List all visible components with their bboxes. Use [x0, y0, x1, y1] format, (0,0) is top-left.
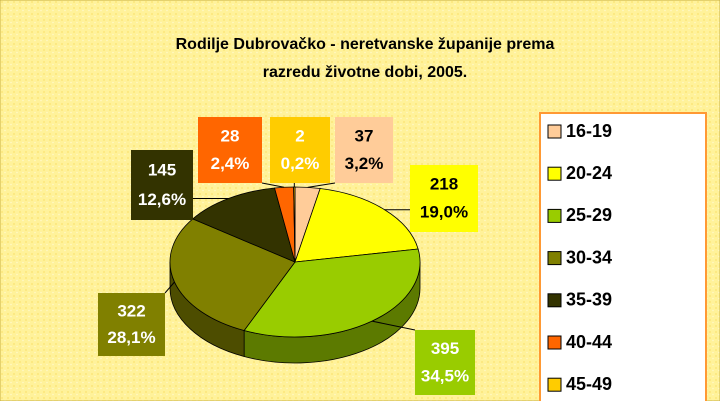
data-label: 218 [430, 175, 458, 194]
chart-title: Rodilje Dubrovačko - neretvanske županij… [176, 36, 555, 53]
legend-swatch [547, 335, 562, 350]
legend-label: 40-44 [566, 332, 612, 352]
data-label-box [198, 117, 262, 183]
legend-swatch [547, 166, 562, 181]
data-label: 34,5% [421, 366, 469, 385]
slice [243, 248, 421, 338]
data-label-box [335, 117, 393, 183]
slice [293, 186, 296, 263]
data-label-box [415, 330, 475, 395]
leader-line [371, 320, 416, 331]
data-label-box [270, 117, 330, 183]
data-label: 19,0% [420, 203, 468, 222]
data-label: 395 [431, 339, 459, 358]
legend-box [539, 112, 707, 401]
legend-swatch [547, 208, 562, 223]
slice [191, 187, 296, 263]
legend-swatch [547, 377, 562, 392]
data-label-box [131, 150, 193, 220]
data-label: 3,2% [345, 154, 384, 173]
data-label-box [410, 165, 478, 232]
legend-label: 30-34 [566, 247, 612, 267]
legend-label: 20-24 [566, 163, 612, 183]
data-label: 28 [221, 126, 240, 145]
legend-swatch [547, 124, 562, 139]
legend-swatch [547, 251, 562, 266]
chart-title: razredu životne dobi, 2005. [263, 64, 468, 81]
leader-line [164, 281, 175, 294]
slice [169, 218, 296, 331]
legend-label: 25-29 [566, 205, 612, 225]
data-label: 0,2% [281, 154, 320, 173]
data-label-box [98, 293, 165, 356]
leader-line [307, 182, 336, 188]
data-label: 145 [148, 160, 176, 179]
legend-label: 35-39 [566, 290, 612, 310]
slice [294, 188, 419, 263]
data-label: 2,4% [211, 154, 250, 173]
data-label: 37 [355, 126, 374, 145]
data-label: 12,6% [138, 190, 186, 209]
data-label: 2 [295, 126, 304, 145]
leader-line [261, 182, 285, 188]
legend-swatch [547, 293, 562, 308]
data-label: 28,1% [107, 328, 155, 347]
data-label: 322 [117, 301, 145, 320]
legend-label: 45-49 [566, 374, 612, 394]
legend-label: 16-19 [566, 121, 612, 141]
